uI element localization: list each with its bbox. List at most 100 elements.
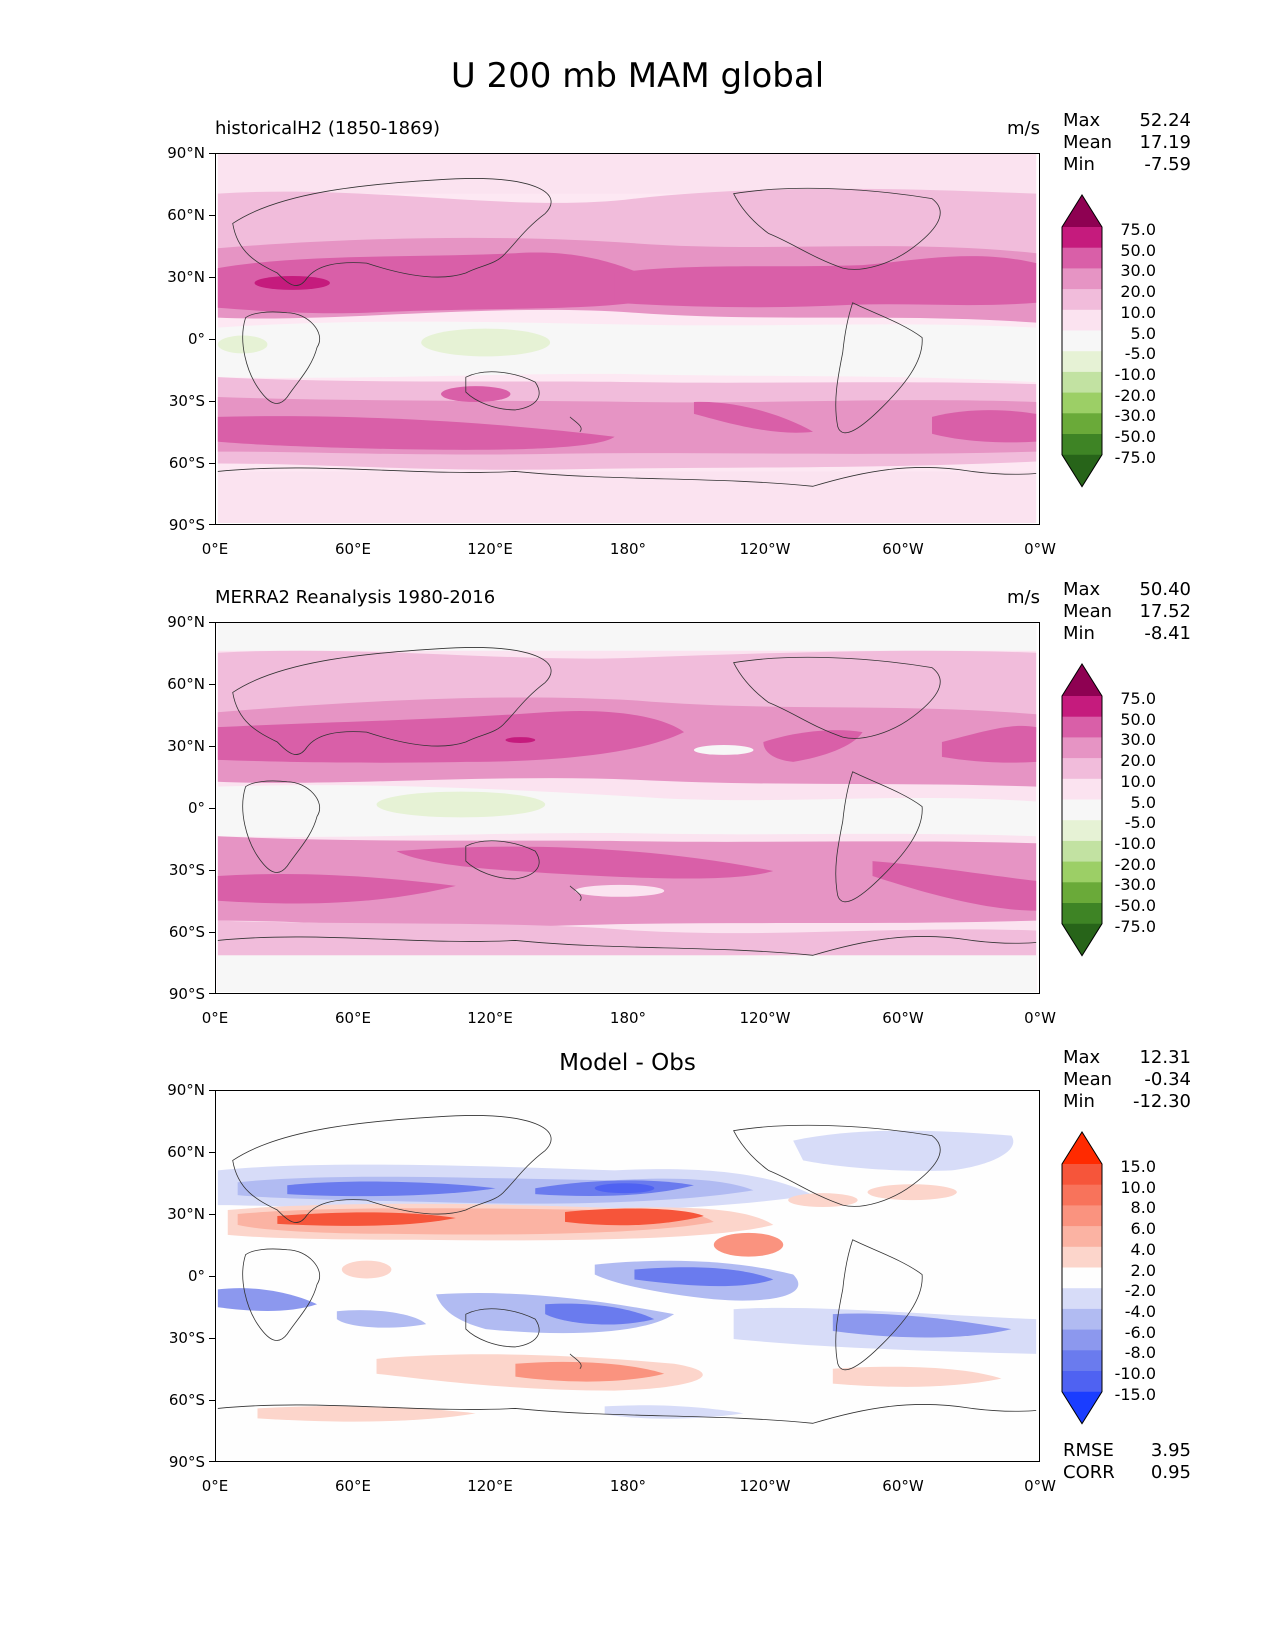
ytick-label: 30°S [168,861,205,879]
xtick-label: 60°E [334,540,372,558]
contour-band [217,623,1037,651]
corr-label: CORR [1063,1462,1115,1483]
contour-band [634,1267,774,1287]
colorbar-labels: 75.0 50.0 30.0 20.0 10.0 5.0 -5.0 -10.0 … [1100,220,1156,468]
colorbar-cell [1062,247,1102,269]
stat-max-label: Max [1063,110,1101,131]
ytick-label: 60°N [167,206,205,224]
colorbar-level: 5.0 [1130,323,1156,343]
colorbar-level: 50.0 [1120,240,1156,260]
figure-title: U 200 mb MAM global [450,56,825,96]
stat-min-value: -7.59 [1144,154,1191,175]
colorbar-cell [1062,1205,1102,1227]
coastlines [217,178,1037,487]
colorbar-cell [1062,371,1102,394]
colorbar-level: -5.0 [1124,344,1156,364]
xtick-label: 120°W [739,540,791,558]
contour-band [421,328,551,357]
contour-band [832,1313,1012,1338]
xtick-label: 120°W [739,1477,791,1495]
ytick-label: 30°S [168,1329,205,1347]
stat-max-value: 50.40 [1139,579,1191,600]
ytick [209,339,215,340]
ytick-label: 90°N [167,144,205,162]
contour-band [932,410,1037,443]
xtick-label: 60°W [882,1009,924,1027]
contour-band [565,1208,704,1226]
map-svg [217,154,1037,523]
contour-band [763,730,863,762]
colorbar-level: 10.0 [1120,1177,1156,1197]
ytick [209,524,215,525]
colorbar-svg [1061,663,1103,957]
stat-mean-value: -0.34 [1144,1069,1191,1090]
ytick [209,622,215,623]
ytick [209,1461,215,1462]
colorbar-level: -15.0 [1114,1384,1156,1404]
colorbar-level: 20.0 [1120,282,1156,302]
contour-band [217,873,456,904]
colorbar-cell [1062,330,1102,352]
xtick-label: 180° [609,1477,647,1495]
colorbar [1060,662,1104,966]
xtick-label: 120°E [467,1009,513,1027]
colorbar-svg [1061,1131,1103,1425]
ytick-label: 30°N [167,737,205,755]
ytick [209,1214,215,1215]
ytick-label: 90°S [168,1453,205,1471]
colorbar-svg [1061,194,1103,488]
xtick-label: 0°E [201,1009,229,1027]
colorbar-level: 30.0 [1120,730,1156,750]
contour-band [336,1310,427,1328]
stat-mean-label: Mean [1063,132,1113,153]
colorbar-cell [1062,1288,1102,1310]
colorbar-cell [1062,434,1102,456]
rmse-value: 3.95 [1150,1440,1191,1461]
ytick-label: 30°N [167,1205,205,1223]
colorbar-cell [1062,1164,1102,1186]
colorbar-cell [1062,716,1102,738]
panel-diff: Model - Obs Max 12.31 Mean -0.34 Min -12.30… [0,940,1275,1495]
ytick-label: 60°S [168,454,205,472]
colorbar-level: -50.0 [1114,896,1156,916]
map-plot [215,622,1040,994]
contour-band [614,256,1037,308]
stat-min-label: Min [1063,1091,1095,1112]
colorbar-level: 6.0 [1130,1219,1156,1239]
ytick [209,808,215,809]
colorbar-level: 30.0 [1120,261,1156,281]
ytick [209,870,215,871]
xtick-label: 60°W [882,540,924,558]
colorbar-cell [1062,1371,1102,1393]
colorbar-level: 4.0 [1130,1239,1156,1259]
ytick [209,277,215,278]
ytick-label: 60°N [167,1143,205,1161]
stats-box: Max 50.40 Mean 17.52 Min -8.41 [1063,579,1191,645]
stat-mean-label: Mean [1063,1069,1113,1090]
ytick [209,401,215,402]
colorbar-level: -6.0 [1124,1322,1156,1342]
colorbar-cell [1062,799,1102,821]
colorbar-level: -10.0 [1114,1364,1156,1384]
colorbar-level: -8.0 [1124,1343,1156,1363]
colorbar-cell [1062,1329,1102,1351]
contour-band [574,884,665,897]
colorbar-cell [1062,737,1102,759]
contour-band [217,416,615,450]
colorbar-level: 8.0 [1130,1198,1156,1218]
stat-mean-value: 17.19 [1139,132,1191,153]
xtick-label: 60°E [334,1009,372,1027]
colorbar-cell [1062,778,1102,800]
colorbar-cell [1062,1226,1102,1248]
ytick [209,153,215,154]
colorbar-cell [1062,1308,1102,1331]
panel-title: historicalH2 (1850-1869) [215,118,441,139]
ytick [209,463,215,464]
stat-min-value: -12.30 [1132,1091,1191,1112]
colorbar-cell [1062,351,1102,373]
contour-band [867,1184,957,1201]
stat-mean-value: 17.52 [1139,601,1191,622]
contour-band [594,1183,655,1194]
ytick-label: 0° [187,330,205,348]
colorbar-outline [1061,194,1103,488]
